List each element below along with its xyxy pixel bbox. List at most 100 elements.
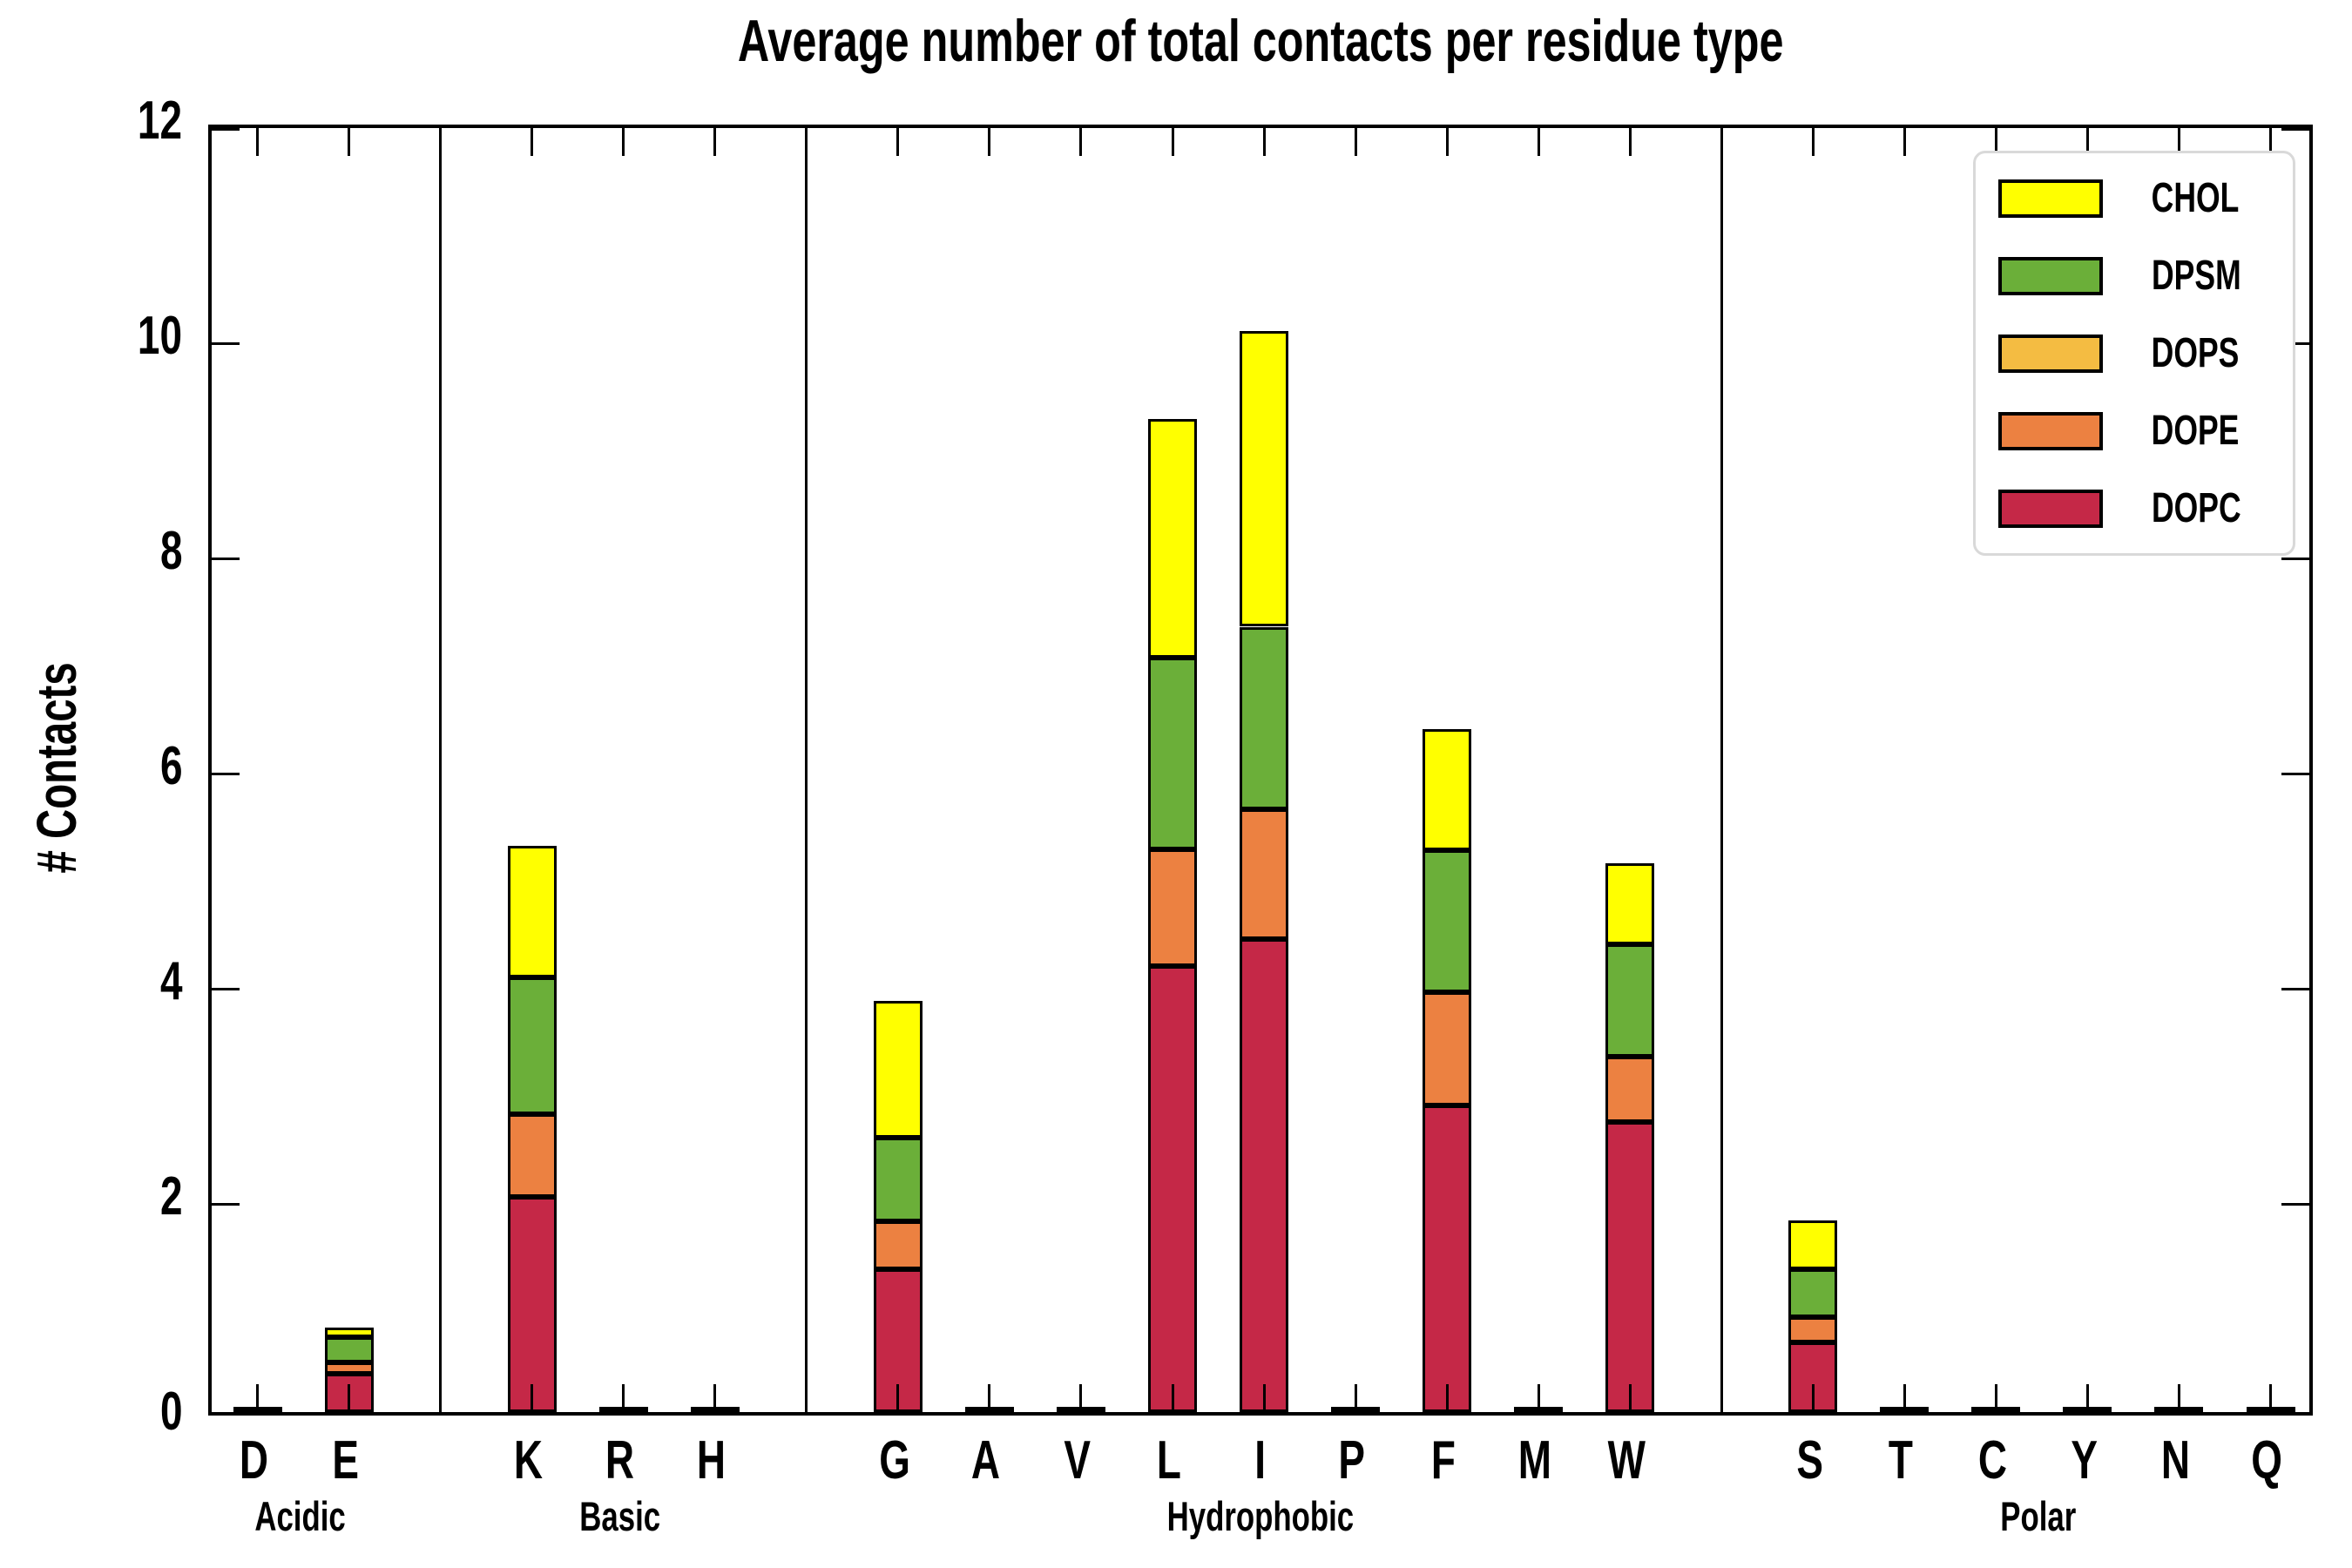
bar-segment-dpsm	[324, 1336, 374, 1363]
bar-G	[873, 128, 923, 1412]
x-tick-bottom-R	[622, 1384, 625, 1412]
x-tick-top-C	[1994, 128, 1997, 156]
y-tick-label-4: 4	[0, 950, 182, 1012]
y-tick-label-2: 2	[0, 1166, 182, 1227]
x-tick-bottom-P	[1354, 1384, 1357, 1412]
x-tick-top-I	[1262, 128, 1266, 156]
bar-segment-dope	[1240, 809, 1288, 939]
bar-H	[690, 128, 740, 1412]
legend-label-dope: DOPE	[2136, 407, 2267, 455]
x-tick-label-M: M	[1490, 1429, 1581, 1491]
legend-item-dops: DOPS	[1998, 329, 2267, 377]
legend-item-dope: DOPE	[1998, 407, 2267, 455]
bar-segment-dope	[873, 1221, 923, 1269]
x-tick-label-text: I	[1254, 1430, 1267, 1490]
x-tick-bottom-E	[348, 1384, 351, 1412]
x-tick-top-V	[1079, 128, 1083, 156]
bar-segment-dope	[1423, 992, 1472, 1105]
bar-segment-dpsm	[1148, 658, 1197, 850]
group-divider	[439, 128, 443, 1412]
y-tick-right-4	[2281, 987, 2309, 990]
x-tick-label-T: T	[1855, 1429, 1947, 1491]
x-tick-top-A	[988, 128, 991, 156]
x-tick-bottom-D	[256, 1384, 259, 1412]
x-tick-label-V: V	[1031, 1429, 1123, 1491]
bar-segment-chol	[873, 1001, 923, 1139]
legend-item-chol: CHOL	[1998, 174, 2267, 222]
group-label-hydrophobic: Hydrophobic	[999, 1492, 1522, 1540]
x-tick-bottom-V	[1079, 1384, 1083, 1412]
x-tick-label-text: A	[971, 1430, 1001, 1490]
bar-T	[1880, 128, 1930, 1412]
x-tick-bottom-W	[1628, 1384, 1632, 1412]
y-tick-label-text: 8	[159, 521, 182, 581]
group-divider	[805, 128, 808, 1412]
y-tick-right-8	[2281, 557, 2309, 560]
bar-segment-chol	[1423, 728, 1472, 851]
bar-segment-dpsm	[1240, 626, 1288, 810]
y-tick-label-text: 4	[159, 951, 182, 1011]
x-tick-label-text: P	[1338, 1430, 1366, 1490]
x-tick-label-L: L	[1123, 1429, 1214, 1491]
bar-P	[1331, 128, 1380, 1412]
y-tick-right-10	[2281, 341, 2309, 345]
bar-L	[1148, 128, 1197, 1412]
x-tick-label-text: T	[1889, 1430, 1914, 1490]
x-tick-bottom-C	[1994, 1384, 1997, 1412]
bar-M	[1514, 128, 1564, 1412]
x-tick-label-text: E	[332, 1430, 359, 1490]
x-tick-label-text: C	[1977, 1430, 2007, 1490]
bar-segment-dope	[324, 1362, 374, 1374]
x-tick-label-text: Y	[2071, 1430, 2098, 1490]
bar-segment-dope	[1605, 1057, 1655, 1122]
bar-S	[1788, 128, 1838, 1412]
y-tick-left-6	[212, 772, 240, 775]
x-tick-label-text: R	[605, 1430, 635, 1490]
x-tick-top-P	[1354, 128, 1357, 156]
y-tick-label-8: 8	[0, 520, 182, 582]
bar-segment-dpsm	[507, 977, 557, 1114]
x-tick-top-Q	[2269, 128, 2272, 156]
bar-A	[964, 128, 1014, 1412]
x-tick-label-Q: Q	[2221, 1429, 2313, 1491]
group-label-acidic: Acidic	[38, 1492, 561, 1540]
legend-item-dopc: DOPC	[1998, 484, 2267, 532]
x-tick-label-text: K	[514, 1430, 544, 1490]
x-tick-bottom-M	[1537, 1384, 1540, 1412]
y-tick-label-text: 2	[159, 1166, 182, 1227]
x-tick-label-text: M	[1517, 1430, 1552, 1490]
plot-area: CHOL DPSM DOPS DOPE DOPC	[208, 125, 2313, 1416]
x-tick-label-F: F	[1398, 1429, 1490, 1491]
x-tick-top-W	[1628, 128, 1632, 156]
x-tick-top-E	[348, 128, 351, 156]
y-tick-left-0	[212, 1412, 240, 1415]
y-tick-right-6	[2281, 772, 2309, 775]
legend: CHOL DPSM DOPS DOPE DOPC	[1973, 151, 2295, 556]
bar-segment-dopc	[1240, 938, 1288, 1412]
bar-segment-chol	[1788, 1220, 1838, 1269]
group-label-polar: Polar	[1777, 1492, 2300, 1540]
x-tick-label-W: W	[1581, 1429, 1673, 1491]
legend-label-dopc: DOPC	[2136, 484, 2267, 532]
y-tick-left-4	[212, 987, 240, 990]
x-tick-top-S	[1811, 128, 1815, 156]
x-tick-top-K	[531, 128, 534, 156]
legend-swatch-dpsm	[1998, 256, 2103, 295]
x-tick-bottom-I	[1262, 1384, 1266, 1412]
x-tick-bottom-N	[2177, 1384, 2180, 1412]
bar-V	[1056, 128, 1105, 1412]
x-tick-top-F	[1445, 128, 1449, 156]
x-tick-bottom-L	[1171, 1384, 1174, 1412]
y-tick-label-12: 12	[0, 90, 182, 152]
y-tick-left-12	[212, 128, 240, 131]
bar-D	[233, 128, 282, 1412]
bar-E	[324, 128, 374, 1412]
x-tick-top-M	[1537, 128, 1540, 156]
x-tick-label-text: D	[239, 1430, 269, 1490]
x-tick-label-text: G	[878, 1430, 910, 1490]
y-tick-label-text: 12	[137, 91, 182, 151]
bar-segment-dopc	[507, 1197, 557, 1412]
x-tick-label-N: N	[2130, 1429, 2221, 1491]
x-tick-label-D: D	[208, 1429, 300, 1491]
legend-label-dops: DOPS	[2136, 329, 2267, 377]
